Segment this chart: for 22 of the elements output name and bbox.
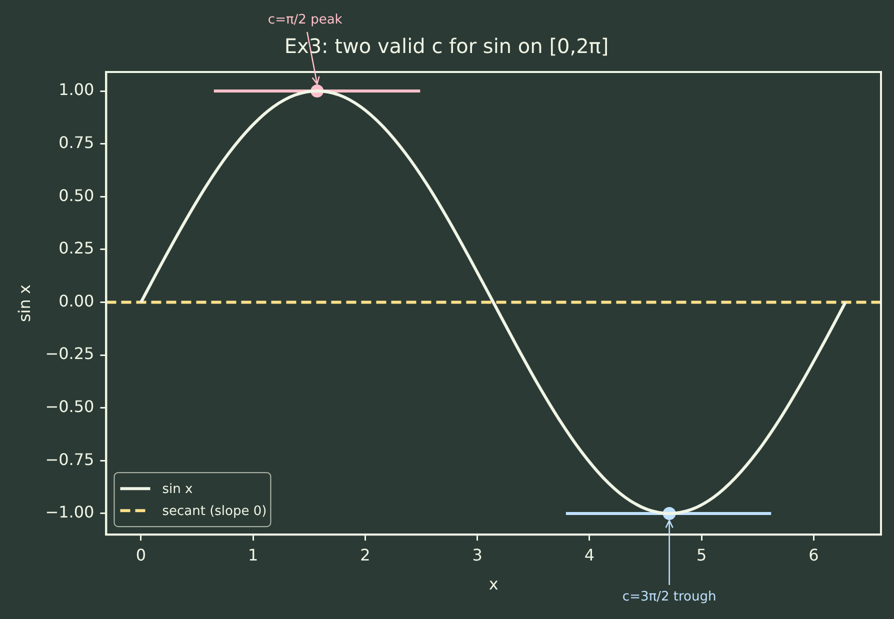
legend-label: secant (slope 0) [162,504,267,519]
x-tick-label: 1 [248,545,258,564]
x-tick-label: 3 [472,545,482,564]
y-tick-label: 0.50 [58,186,94,205]
y-tick-label: −0.50 [45,397,94,416]
x-tick-label: 6 [808,545,819,564]
y-tick-label: 0.25 [58,238,94,258]
x-tick-label: 4 [584,545,595,564]
x-tick-label: 2 [360,545,370,564]
annotation: c=3π/2 trough [622,589,716,604]
x-tick-label: 5 [696,545,707,564]
y-tick-label: 0.75 [58,132,94,152]
x-tick-label: 0 [136,545,146,564]
y-tick-label: 0.00 [58,291,94,310]
annotation: c=π/2 peak [268,12,343,28]
y-tick-label: −0.25 [45,344,94,364]
y-tick-label: −0.75 [45,450,94,469]
y-axis-title: sin x [14,284,34,322]
x-axis-title: x [488,574,498,594]
y-tick-label: 1.00 [58,80,94,100]
legend-label: sin x [162,482,193,497]
y-tick-label: −1.00 [45,502,94,522]
